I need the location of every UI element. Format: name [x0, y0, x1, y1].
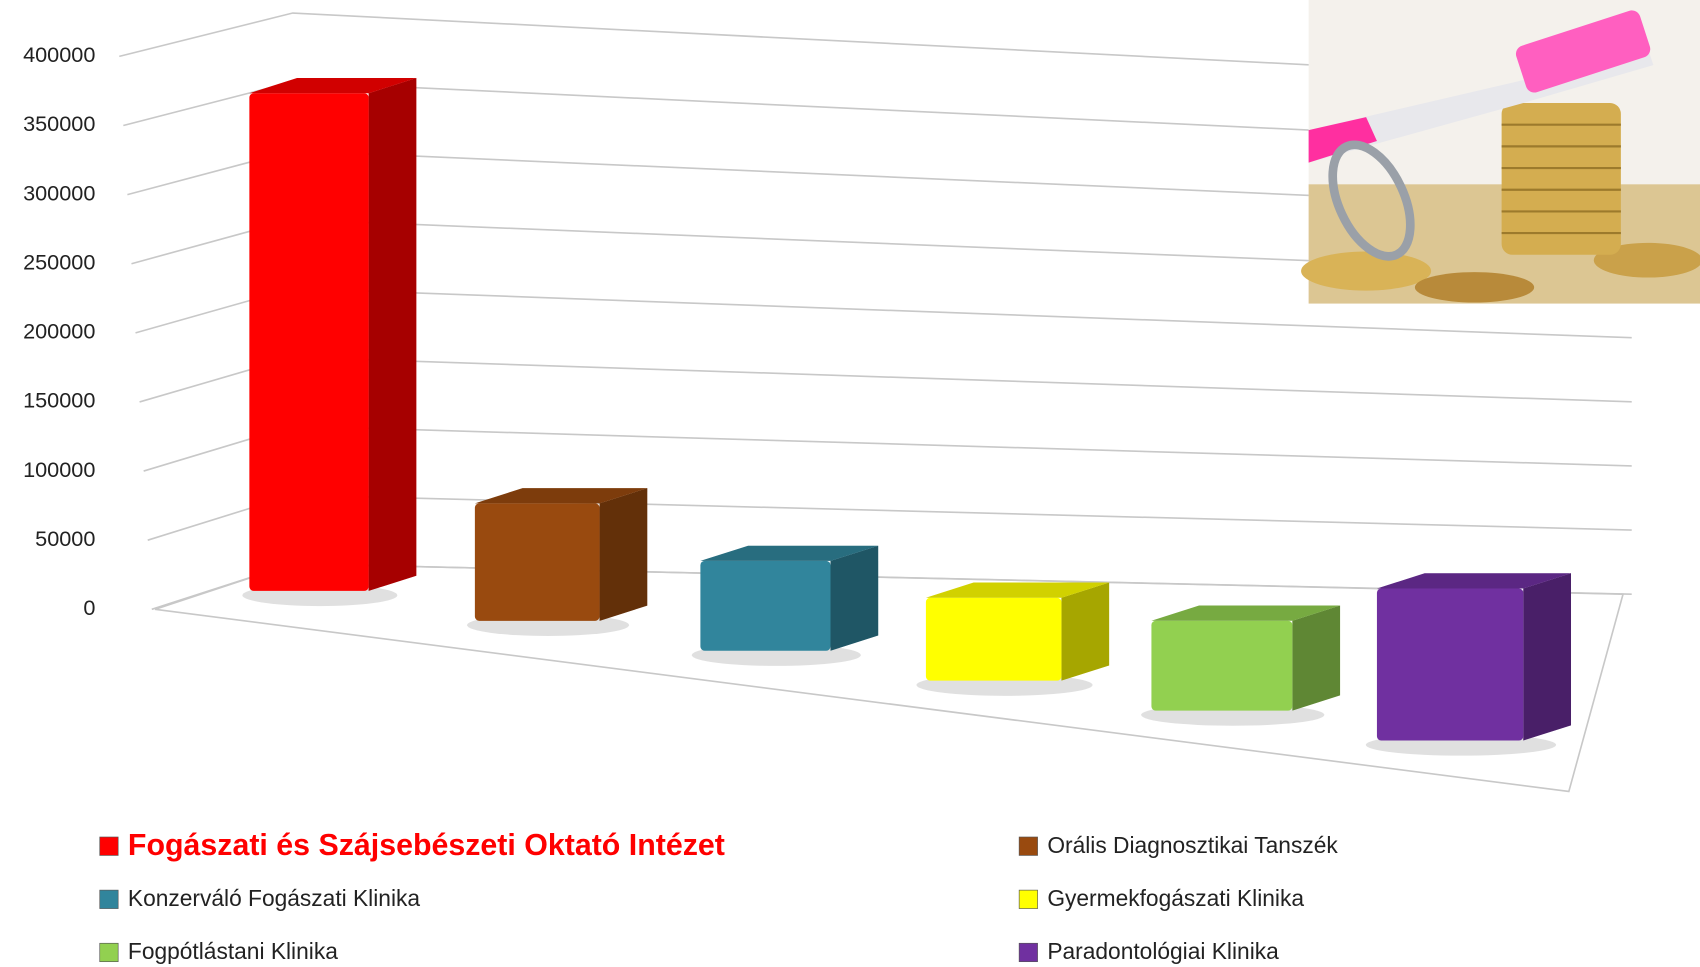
- bar-top: [1151, 605, 1341, 621]
- bar: [691, 545, 879, 666]
- bar-front: [1151, 620, 1293, 711]
- legend-item: Gyermekfogászati Klinika: [1018, 885, 1304, 911]
- y-tick-label: 150000: [23, 388, 95, 413]
- legend-item: Fogpótlástani Klinika: [99, 938, 338, 964]
- legend-swatch: [99, 942, 119, 963]
- bar-front: [249, 93, 369, 591]
- mirror: [1328, 140, 1415, 261]
- y-tick-label: 200000: [23, 319, 95, 344]
- bar-side-shade: [368, 78, 417, 591]
- photo: [1301, 0, 1700, 304]
- legend-label: Fogászati és Szájsebészeti Oktató Intéze…: [128, 829, 725, 862]
- y-tick-label: 300000: [23, 180, 95, 205]
- legend-swatch: [99, 889, 119, 909]
- bar: [467, 488, 648, 636]
- legend-label: Gyermekfogászati Klinika: [1047, 885, 1304, 911]
- bars: [242, 78, 1572, 756]
- bar-side: [1523, 573, 1572, 741]
- y-tick-label: 400000: [23, 42, 95, 67]
- y-tick-label: 0: [83, 595, 95, 620]
- legend-item: Konzerváló Fogászati Klinika: [99, 885, 420, 911]
- y-tick-label: 250000: [23, 249, 95, 274]
- legend-item: Paradontológiai Klinika: [1018, 938, 1279, 964]
- bar-side-shade: [830, 545, 879, 651]
- bar: [1365, 573, 1572, 756]
- bar-side: [1292, 605, 1341, 711]
- legend-swatch: [1018, 836, 1038, 856]
- coin: [1593, 242, 1700, 278]
- bar-top: [700, 545, 879, 561]
- legend-label: Paradontológiai Klinika: [1047, 938, 1279, 964]
- bar-side-shade: [1061, 582, 1110, 681]
- y-tick-label: 100000: [23, 457, 95, 482]
- coin: [1301, 251, 1432, 291]
- bar-side-shade: [599, 488, 648, 621]
- bar-front: [474, 503, 600, 621]
- bar-top: [1376, 573, 1572, 589]
- y-tick-label: 50000: [35, 526, 95, 551]
- bar-side: [599, 488, 648, 621]
- bar-side: [830, 545, 879, 651]
- legend-label: Fogpótlástani Klinika: [128, 938, 338, 964]
- bar-top-shade: [474, 488, 648, 504]
- bar-side: [1061, 582, 1110, 681]
- bar-front: [1376, 588, 1524, 741]
- legend-swatch: [99, 836, 119, 856]
- bar-top-shade: [1151, 605, 1341, 621]
- bar-top: [474, 488, 648, 504]
- bar: [916, 582, 1110, 696]
- coin-stack: [1501, 102, 1621, 255]
- bar-top-shade: [249, 78, 417, 94]
- bar-top-shade: [1376, 573, 1572, 589]
- legend-label: Konzerváló Fogászati Klinika: [128, 885, 420, 911]
- grid-line: [119, 12, 1632, 83]
- bar-front: [925, 597, 1062, 681]
- bar: [1141, 605, 1341, 726]
- legend-label: Orális Diagnosztikai Tanszék: [1047, 832, 1338, 858]
- bar-side-shade: [1292, 605, 1341, 711]
- bar: [242, 78, 417, 607]
- bar-top: [249, 78, 417, 94]
- legend-swatch: [1018, 942, 1038, 963]
- legend-item: Orális Diagnosztikai Tanszék: [1018, 832, 1338, 858]
- bar-side-shade: [1523, 573, 1572, 741]
- floor: [154, 562, 1625, 793]
- chart-area: 0 50000 100000 150000 200000 250000 300000 3500…: [23, 0, 1700, 964]
- brush-head: [1515, 10, 1651, 93]
- legend-item: Fogászati és Szájsebészeti Oktató Intéze…: [99, 829, 725, 862]
- bar-top-shade: [700, 545, 879, 561]
- bar-top: [925, 582, 1110, 598]
- bar-top-shade: [925, 582, 1110, 598]
- y-tick-label: 350000: [23, 111, 95, 136]
- coin-lines: [1501, 123, 1621, 235]
- coin: [1414, 272, 1535, 303]
- brush-grip: [1308, 117, 1377, 163]
- legend: Fogászati és Szájsebészeti Oktató Intéze…: [99, 829, 1338, 964]
- legend-swatch: [1018, 889, 1038, 909]
- bar-side: [368, 78, 417, 591]
- bar-front: [700, 560, 831, 651]
